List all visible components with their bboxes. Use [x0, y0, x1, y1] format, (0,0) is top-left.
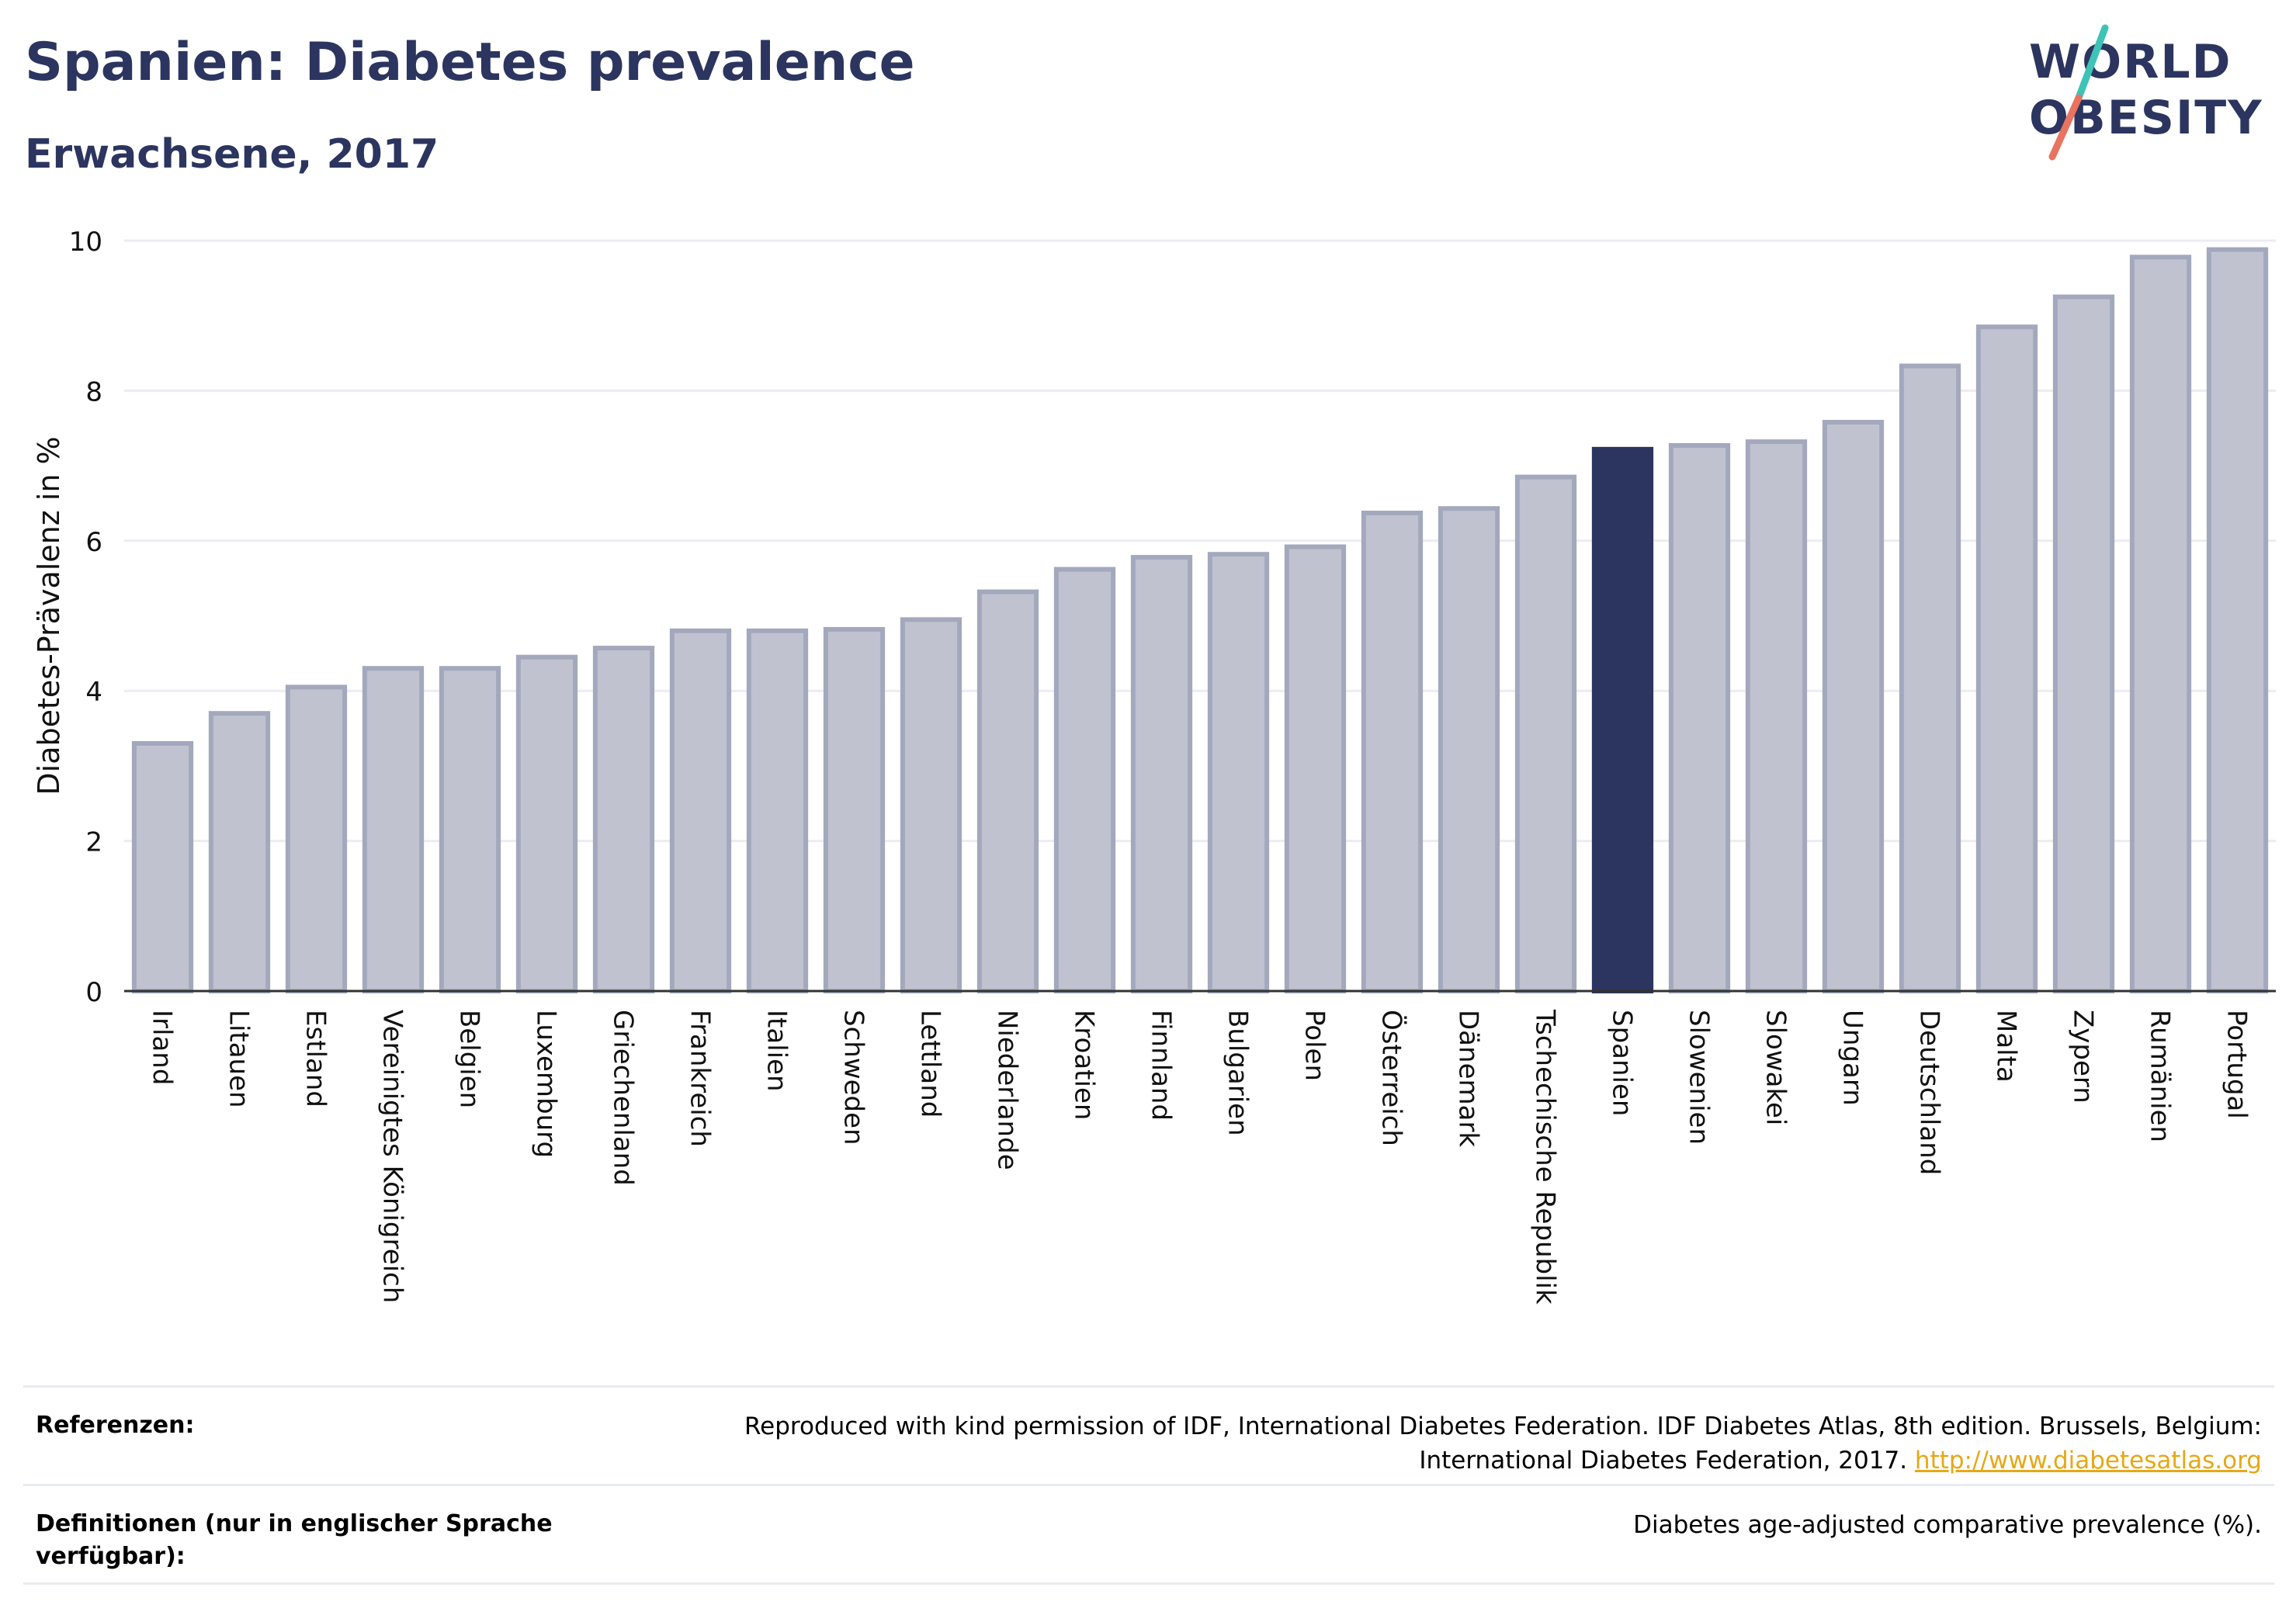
bar [285, 684, 348, 993]
bar [131, 740, 194, 993]
y-tick-label: 0 [85, 977, 102, 1008]
y-tick-label: 8 [85, 376, 102, 407]
x-tick-label: Zypern [2068, 1010, 2099, 1104]
references-link[interactable]: http://www.diabetesatlas.org [1914, 1447, 2262, 1475]
bar [439, 666, 501, 993]
chart-footer: Referenzen: Reproduced with kind permiss… [23, 1385, 2274, 1585]
definitions-label: Definitionen (nur in englischer Sprache … [36, 1510, 553, 1570]
bar [669, 628, 732, 994]
x-tick-label: Niederlande [992, 1010, 1023, 1170]
x-tick-label: Deutschland [1914, 1010, 1945, 1175]
bar [1745, 439, 1808, 993]
bar [2052, 294, 2115, 993]
y-tick-label: 6 [85, 527, 102, 558]
bar [1207, 552, 1270, 993]
bar [1514, 474, 1577, 993]
references-value: Reproduced with kind permission of IDF, … [632, 1409, 2262, 1478]
x-tick-label: Schweden [838, 1010, 869, 1145]
x-tick-label: Finnland [1146, 1010, 1177, 1121]
x-tick-label: Griechenland [608, 1010, 639, 1186]
x-tick-label: Irland [147, 1010, 178, 1085]
x-tick-label: Österreich [1376, 1010, 1408, 1146]
x-tick-label: Luxemburg [531, 1010, 562, 1158]
logo-slash-bottom [2048, 94, 2083, 161]
x-tick-label: Kroatien [1069, 1010, 1100, 1120]
x-tick-label: Belgien [454, 1010, 485, 1108]
definitions-row: Definitionen (nur in englischer Sprache … [23, 1484, 2274, 1585]
bar [515, 654, 578, 993]
bar [1053, 567, 1116, 993]
bar [900, 617, 962, 994]
x-tick-label: Tschechische Republik [1530, 1009, 1561, 1305]
bar [1822, 420, 1885, 993]
references-row: Referenzen: Reproduced with kind permiss… [23, 1385, 2274, 1484]
bar [1361, 511, 1424, 993]
definitions-value: Diabetes age-adjusted comparative preval… [1633, 1511, 2262, 1539]
bar [208, 711, 271, 994]
x-tick-label: Lettland [915, 1010, 946, 1118]
x-tick-label: Rumänien [2145, 1010, 2176, 1142]
y-tick-label: 2 [85, 827, 102, 858]
x-tick-label: Dänemark [1453, 1010, 1484, 1147]
y-axis-label: Diabetes-Prävalenz in % [32, 436, 66, 795]
bar [1591, 446, 1654, 993]
world-obesity-logo: WORLD OBESITY [2029, 24, 2262, 161]
chart-subtitle: Erwachsene, 2017 [25, 131, 439, 178]
x-tick-label: Vereinigtes Königreich [377, 1010, 408, 1303]
bar [362, 666, 425, 993]
x-tick-label: Portugal [2221, 1010, 2253, 1119]
x-tick-label: Spanien [1607, 1010, 1638, 1116]
bar [1284, 544, 1347, 993]
bar [1899, 363, 1961, 993]
x-tick-label: Litauen [224, 1010, 255, 1108]
references-text: Reproduced with kind permission of IDF, … [744, 1412, 2262, 1475]
bar [1975, 324, 2038, 993]
bar [1130, 555, 1193, 993]
x-tick-label: Polen [1299, 1010, 1330, 1081]
y-tick-label: 10 [69, 227, 102, 258]
bar [2129, 255, 2192, 993]
logo-line-world: WORLD [2029, 35, 2232, 89]
bar-chart: 0 2 4 6 8 10 Diabetes-Prävalenz in % Irland Lita… [32, 227, 2276, 1305]
x-tick-label: Ungarn [1837, 1010, 1868, 1106]
x-tick-label: Slowakei [1760, 1010, 1791, 1125]
x-tick-label: Malta [1991, 1010, 2022, 1083]
logo-slash-top [2075, 24, 2109, 102]
x-tick-label: Estland [300, 1010, 331, 1107]
bar [746, 628, 809, 994]
bar [976, 589, 1039, 993]
bar [823, 626, 886, 993]
x-tick-label: Frankreich [685, 1010, 716, 1147]
x-tick-label: Slowenien [1684, 1010, 1715, 1145]
bar [592, 646, 655, 993]
x-tick-label: Bulgarien [1223, 1010, 1254, 1136]
bar [1668, 442, 1731, 993]
bar [2206, 247, 2269, 993]
x-tick-label: Italien [761, 1010, 793, 1092]
references-label: Referenzen: [36, 1412, 195, 1439]
y-tick-label: 4 [85, 677, 102, 708]
bar [1438, 506, 1500, 993]
chart-title: Spanien: Diabetes prevalence [25, 32, 915, 93]
